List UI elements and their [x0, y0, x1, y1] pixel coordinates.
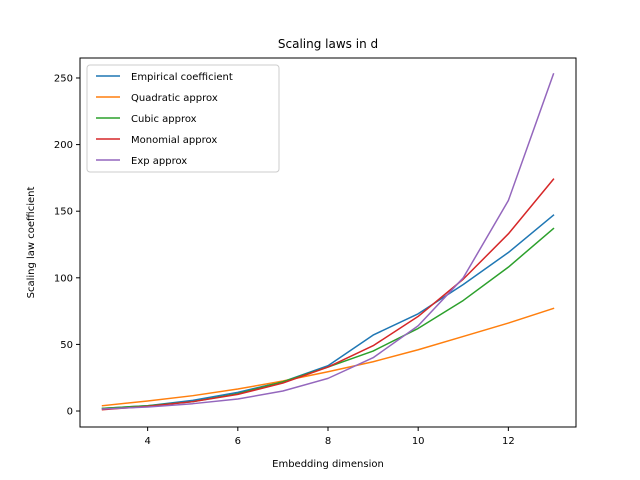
y-tick-label: 50	[60, 340, 73, 351]
legend-label-3: Monomial approx	[131, 135, 217, 146]
y-tick-label: 200	[54, 140, 73, 151]
series-line-1	[101, 307, 555, 407]
y-tick-label: 150	[54, 207, 73, 218]
series-line-4	[101, 73, 555, 410]
legend-box	[86, 64, 280, 173]
legend: Empirical coefficient Quadratic approx Cub…	[86, 64, 280, 173]
legend-label-1: Quadratic approx	[131, 93, 218, 104]
plot-lines	[101, 73, 555, 411]
y-axis-label: Scaling law coefficient	[26, 187, 37, 299]
series-line-0	[101, 214, 555, 410]
y-tick-label: 0	[67, 407, 73, 418]
x-tick-label: 8	[325, 436, 331, 447]
x-tick-label: 4	[144, 436, 150, 447]
legend-label-0: Empirical coefficient	[131, 72, 233, 83]
legend-label-2: Cubic approx	[131, 114, 197, 125]
x-tick-label: 6	[235, 436, 241, 447]
x-tick-label: 12	[502, 436, 515, 447]
y-axis: 0 50 100 150 200 250	[54, 73, 80, 418]
x-axis: 4 6 8 10 12	[144, 427, 515, 447]
y-tick-label: 100	[54, 273, 73, 284]
series-line-3	[101, 178, 555, 411]
x-axis-label: Embedding dimension	[272, 459, 384, 470]
x-tick-label: 10	[412, 436, 425, 447]
legend-label-4: Exp approx	[131, 156, 187, 167]
y-tick-label: 250	[54, 73, 73, 84]
chart-title: Scaling laws in d	[278, 37, 378, 51]
